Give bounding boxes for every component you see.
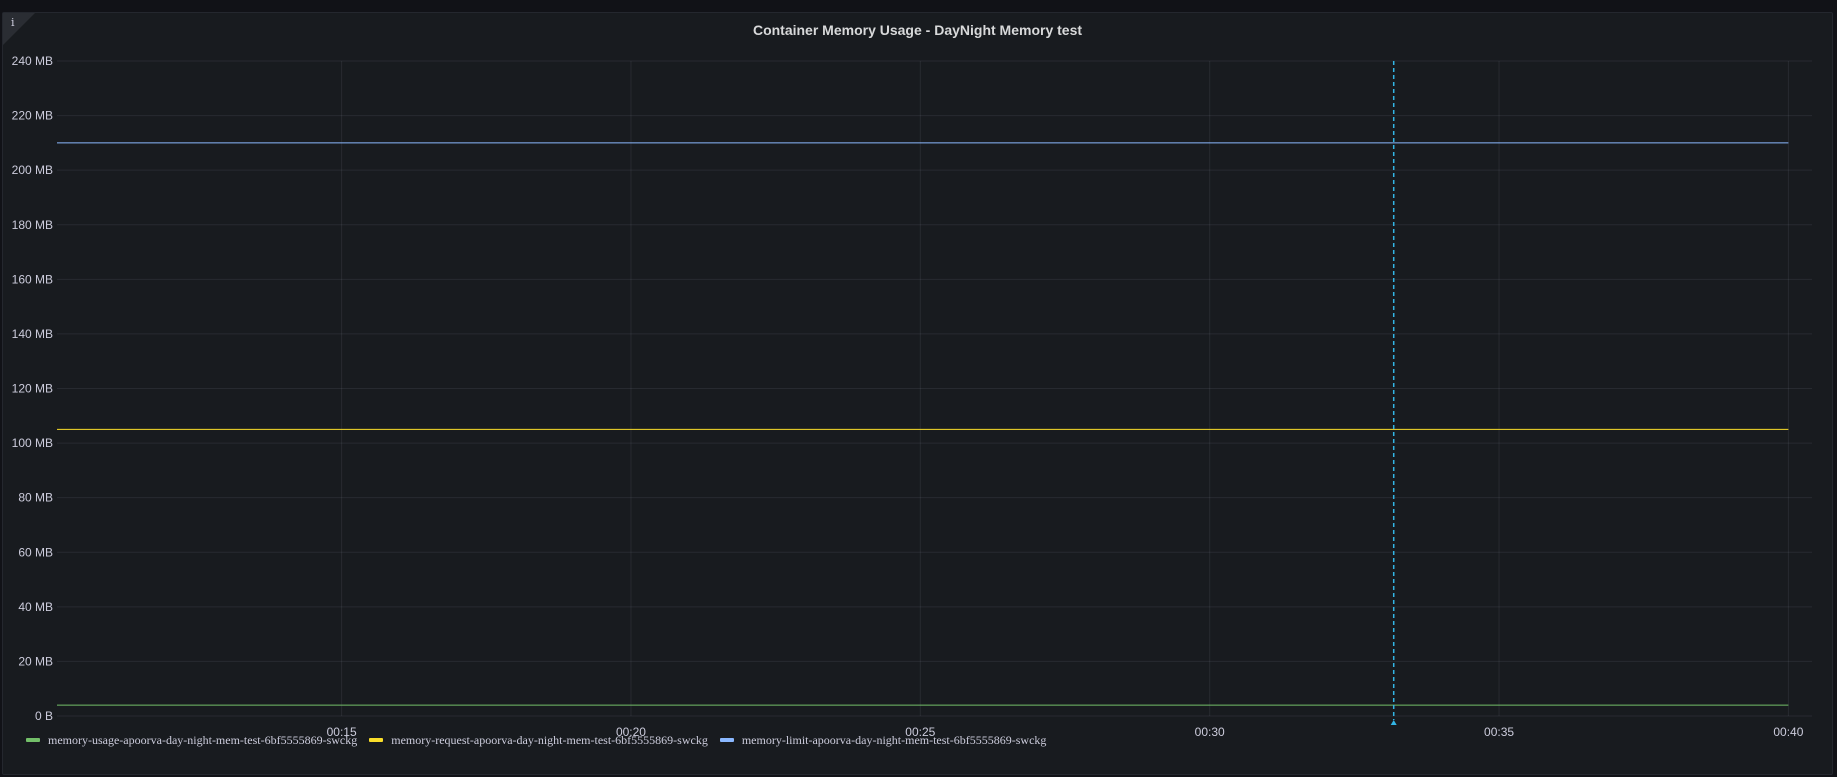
legend-label: memory-request-apoorva-day-night-mem-tes… [391, 733, 708, 748]
legend-item[interactable]: memory-limit-apoorva-day-night-mem-test-… [720, 733, 1047, 748]
y-tick-label: 140 MB [12, 327, 53, 341]
y-tick-label: 240 MB [12, 54, 53, 68]
legend-label: memory-usage-apoorva-day-night-mem-test-… [48, 733, 357, 748]
hover-cursor [1391, 61, 1397, 725]
x-tick-label: 00:40 [1773, 725, 1803, 739]
y-tick-label: 220 MB [12, 109, 53, 123]
y-tick-label: 0 B [35, 709, 53, 723]
y-tick-label: 20 MB [18, 654, 53, 668]
y-tick-label: 100 MB [12, 436, 53, 450]
y-tick-label: 80 MB [18, 491, 53, 505]
legend-label: memory-limit-apoorva-day-night-mem-test-… [742, 733, 1047, 748]
legend-item[interactable]: memory-request-apoorva-day-night-mem-tes… [369, 733, 708, 748]
y-tick-label: 160 MB [12, 272, 53, 286]
legend-swatch [369, 738, 383, 742]
y-tick-label: 200 MB [12, 163, 53, 177]
grid [57, 61, 1812, 716]
legend-swatch [720, 738, 734, 742]
y-tick-label: 40 MB [18, 600, 53, 614]
x-tick-label: 00:30 [1195, 725, 1225, 739]
legend-swatch [26, 738, 40, 742]
y-tick-label: 120 MB [12, 382, 53, 396]
y-tick-label: 60 MB [18, 545, 53, 559]
cursor-marker [1391, 720, 1397, 725]
legend-item[interactable]: memory-usage-apoorva-day-night-mem-test-… [26, 733, 357, 748]
series-lines [57, 143, 1788, 705]
y-tick-label: 180 MB [12, 218, 53, 232]
x-tick-label: 00:35 [1484, 725, 1514, 739]
legend: memory-usage-apoorva-day-night-mem-test-… [26, 731, 1058, 749]
y-axis: 0 B 20 MB 40 MB 60 MB 80 MB 100 MB 120 MB 140 M… [12, 54, 53, 723]
